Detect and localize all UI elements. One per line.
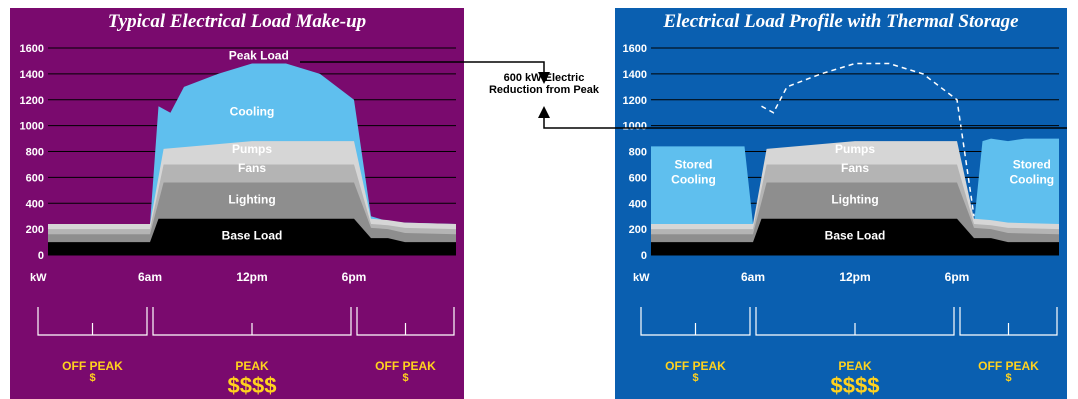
left-annotation-peak-load: Peak Load xyxy=(229,49,289,63)
left-ytick-1600: 1600 xyxy=(20,43,44,55)
left-ytick-200: 200 xyxy=(26,224,44,236)
left-ytick-600: 600 xyxy=(26,172,44,184)
left-period-label-0: OFF PEAK xyxy=(62,359,123,373)
left-xtick-12pm: 12pm xyxy=(236,270,267,284)
right-ylabel: kW xyxy=(633,272,650,284)
right-period-cost-0: $ xyxy=(692,372,698,384)
right-ytick-600: 600 xyxy=(629,172,647,184)
left-label-pumps: Pumps xyxy=(232,142,272,156)
right-label-base-load: Base Load xyxy=(825,228,886,242)
left-chart-title: Typical Electrical Load Make-up xyxy=(107,11,367,32)
left-ytick-800: 800 xyxy=(26,147,44,159)
right-label-lighting: Lighting xyxy=(831,192,878,206)
left-label-base-load: Base Load xyxy=(222,228,283,242)
right-label-stored-cooling-left: Stored Cooling xyxy=(671,157,716,186)
right-period-label-0: OFF PEAK xyxy=(665,359,726,373)
right-chart: 0 200 400 600 800 1000 1200 1400 1600 Base Load Li… xyxy=(623,43,1059,398)
right-ytick-800: 800 xyxy=(629,147,647,159)
right-label-pumps: Pumps xyxy=(835,142,875,156)
right-period-cost-2: $ xyxy=(1005,372,1011,384)
left-period-cost-1: $$$$ xyxy=(228,373,277,398)
left-ytick-1200: 1200 xyxy=(20,95,44,107)
reduction-note: 600 kW Electric Reduction from Peak xyxy=(476,72,612,96)
left-period-label-2: OFF PEAK xyxy=(375,359,436,373)
right-ytick-1400: 1400 xyxy=(623,69,647,81)
left-label-fans: Fans xyxy=(238,161,266,175)
right-xtick-12pm: 12pm xyxy=(839,270,870,284)
right-period-bracket-2 xyxy=(959,307,1058,336)
right-period-bracket-0 xyxy=(640,307,751,336)
left-ytick-400: 400 xyxy=(26,198,44,210)
left-period-bracket-2 xyxy=(356,307,455,336)
right-period-bracket-1 xyxy=(755,307,955,336)
left-ytick-0: 0 xyxy=(38,250,44,262)
left-ytick-1400: 1400 xyxy=(20,69,44,81)
left-chart-panel: Typical Electrical Load Make-up 0 200 400 6… xyxy=(10,8,464,399)
left-area-base-load xyxy=(48,218,456,255)
right-ytick-400: 400 xyxy=(629,198,647,210)
right-label-fans: Fans xyxy=(841,161,869,175)
left-chart: 0 200 400 600 800 1000 1200 1400 1600 Base Load Li… xyxy=(20,43,456,398)
right-ytick-200: 200 xyxy=(629,224,647,236)
right-ytick-0: 0 xyxy=(641,250,647,262)
left-period-cost-2: $ xyxy=(402,372,408,384)
right-ytick-1000: 1000 xyxy=(623,121,647,133)
right-ytick-1200: 1200 xyxy=(623,95,647,107)
right-xtick-6am: 6am xyxy=(741,270,765,284)
left-period-cost-0: $ xyxy=(89,372,95,384)
right-chart-panel: Electrical Load Profile with Thermal Sto… xyxy=(615,8,1067,399)
right-area-base-load xyxy=(651,218,1059,255)
left-ytick-1000: 1000 xyxy=(20,121,44,133)
right-period-cost-1: $$$$ xyxy=(831,373,880,398)
left-period-bracket-0 xyxy=(37,307,148,336)
right-label-stored-cooling-right: Stored Cooling xyxy=(1009,157,1054,186)
reduction-note-line2: Reduction from Peak xyxy=(488,84,600,96)
left-label-lighting: Lighting xyxy=(228,192,275,206)
left-label-cooling: Cooling xyxy=(230,104,275,118)
left-xtick-6am: 6am xyxy=(138,270,162,284)
right-xtick-6pm: 6pm xyxy=(945,270,970,284)
left-xtick-6pm: 6pm xyxy=(342,270,367,284)
left-period-label-1: PEAK xyxy=(235,359,269,373)
left-ylabel: kW xyxy=(30,272,47,284)
right-chart-title: Electrical Load Profile with Thermal Sto… xyxy=(663,11,1019,32)
right-period-label-2: OFF PEAK xyxy=(978,359,1039,373)
reduction-note-line1: 600 kW Electric xyxy=(503,72,585,84)
right-period-label-1: PEAK xyxy=(838,359,872,373)
left-period-bracket-1 xyxy=(152,307,352,336)
right-ytick-1600: 1600 xyxy=(623,43,647,55)
